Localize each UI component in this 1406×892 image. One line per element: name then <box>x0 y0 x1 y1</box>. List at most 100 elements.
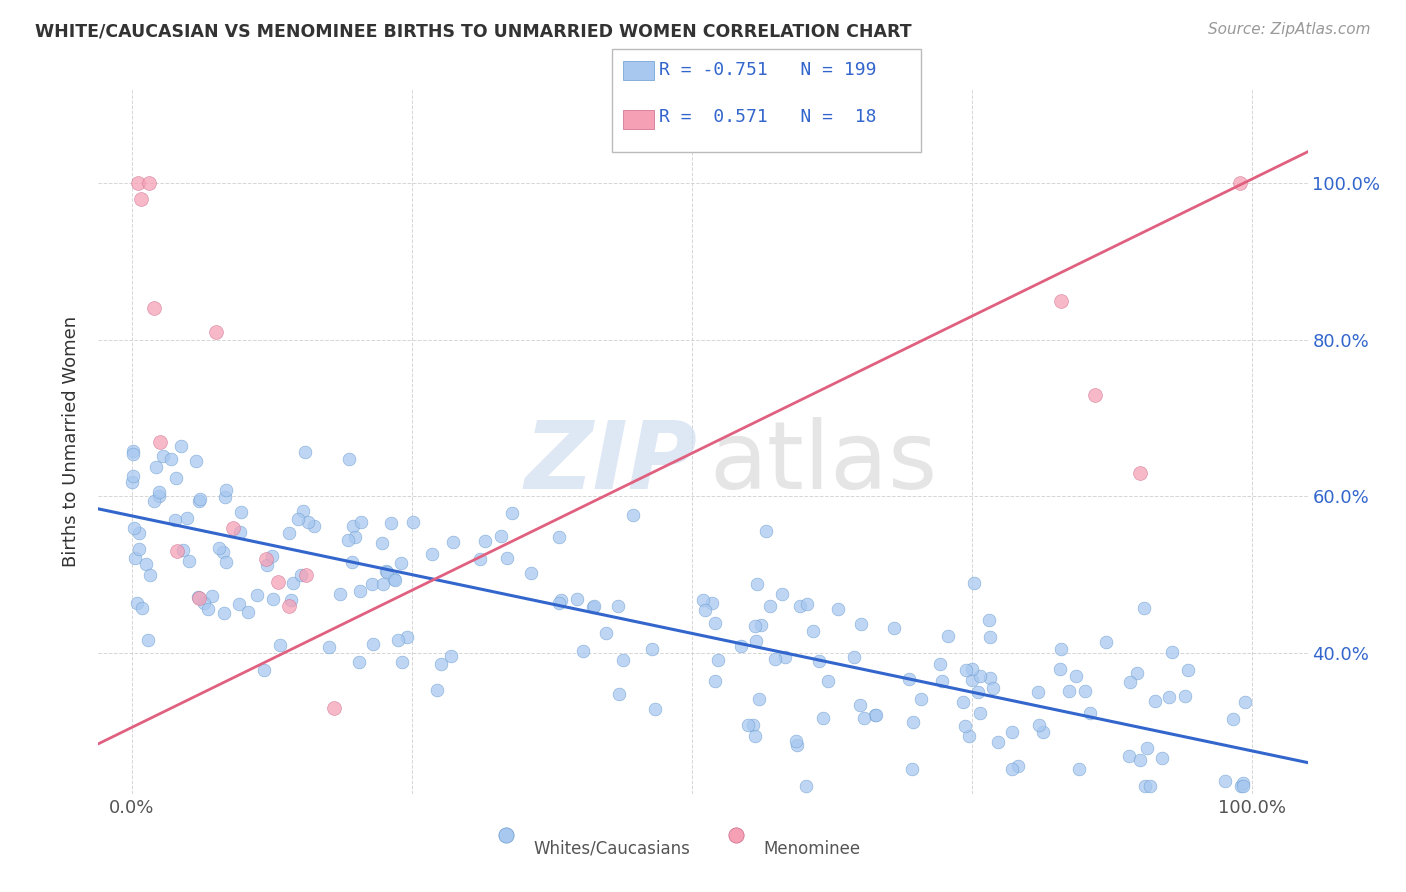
Point <box>700 596 723 610</box>
Point <box>693 603 716 617</box>
Point <box>898 672 921 686</box>
Point <box>583 599 606 613</box>
Point <box>336 533 359 548</box>
Point <box>759 599 782 613</box>
Y-axis label: Births to Unmarried Women: Births to Unmarried Women <box>62 316 80 567</box>
Point <box>208 541 231 555</box>
Point <box>322 700 344 714</box>
Point <box>548 596 571 610</box>
Point <box>827 602 849 616</box>
Point <box>1119 674 1142 689</box>
Point <box>127 176 149 190</box>
Point <box>395 630 418 644</box>
Point <box>981 681 1004 696</box>
Point <box>548 530 571 544</box>
Point <box>770 587 793 601</box>
Point <box>291 503 314 517</box>
Point <box>1136 741 1159 756</box>
Point <box>122 521 145 535</box>
Point <box>901 715 924 730</box>
Point <box>520 566 543 580</box>
Point <box>283 576 305 591</box>
Point <box>607 687 630 701</box>
Text: R =  0.571   N =  18: R = 0.571 N = 18 <box>659 108 877 126</box>
Point <box>1026 684 1049 698</box>
Point <box>339 452 361 467</box>
Point <box>229 505 252 519</box>
Point <box>246 588 269 602</box>
Point <box>1232 779 1254 793</box>
Point <box>865 707 887 722</box>
Point <box>1118 748 1140 763</box>
Point <box>1028 717 1050 731</box>
Point <box>294 444 316 458</box>
Point <box>186 454 208 468</box>
Point <box>172 543 194 558</box>
Text: ZIP: ZIP <box>524 417 697 508</box>
Point <box>1001 725 1024 739</box>
Point <box>135 557 157 571</box>
Point <box>755 524 778 539</box>
Point <box>1049 662 1071 676</box>
Point <box>979 613 1001 627</box>
Point <box>190 491 212 506</box>
Point <box>188 591 211 606</box>
Point <box>817 673 839 688</box>
Point <box>361 637 384 651</box>
Point <box>254 552 277 566</box>
Point <box>952 695 974 709</box>
Point <box>1067 762 1090 776</box>
Point <box>142 494 165 508</box>
Point <box>745 634 768 648</box>
Point <box>748 691 770 706</box>
Point <box>187 590 209 604</box>
Point <box>387 633 409 648</box>
Point <box>318 640 340 654</box>
Point <box>228 524 250 539</box>
Point <box>148 489 170 503</box>
Point <box>842 649 865 664</box>
Point <box>128 542 150 557</box>
Point <box>187 493 209 508</box>
Point <box>808 654 831 668</box>
Point <box>177 554 200 568</box>
Point <box>796 597 818 611</box>
Point <box>228 597 250 611</box>
Point <box>1144 694 1167 708</box>
Point <box>901 762 924 776</box>
Point <box>849 616 872 631</box>
Point <box>496 551 519 566</box>
Point <box>148 484 170 499</box>
Point <box>402 515 425 529</box>
Point <box>143 301 166 316</box>
Point <box>1232 775 1254 789</box>
Point <box>955 664 977 678</box>
Point <box>131 600 153 615</box>
Point <box>470 552 492 566</box>
Point <box>347 655 370 669</box>
Point <box>794 779 817 793</box>
Point <box>290 567 312 582</box>
Point <box>302 519 325 533</box>
Point <box>266 575 288 590</box>
Point <box>426 683 449 698</box>
Point <box>215 483 238 498</box>
Point <box>205 325 228 339</box>
Point <box>371 536 394 550</box>
Point <box>1161 645 1184 659</box>
Point <box>595 626 617 640</box>
Point <box>1078 706 1101 721</box>
Point <box>382 572 405 586</box>
Point <box>785 734 807 748</box>
Point <box>737 718 759 732</box>
Point <box>212 606 235 620</box>
Point <box>489 529 512 543</box>
Point <box>1007 759 1029 773</box>
Text: atlas: atlas <box>709 417 938 508</box>
Point <box>165 471 187 485</box>
Point <box>238 605 260 619</box>
Point <box>883 621 905 635</box>
Point <box>565 592 588 607</box>
Point <box>979 630 1001 644</box>
Point <box>222 521 245 535</box>
